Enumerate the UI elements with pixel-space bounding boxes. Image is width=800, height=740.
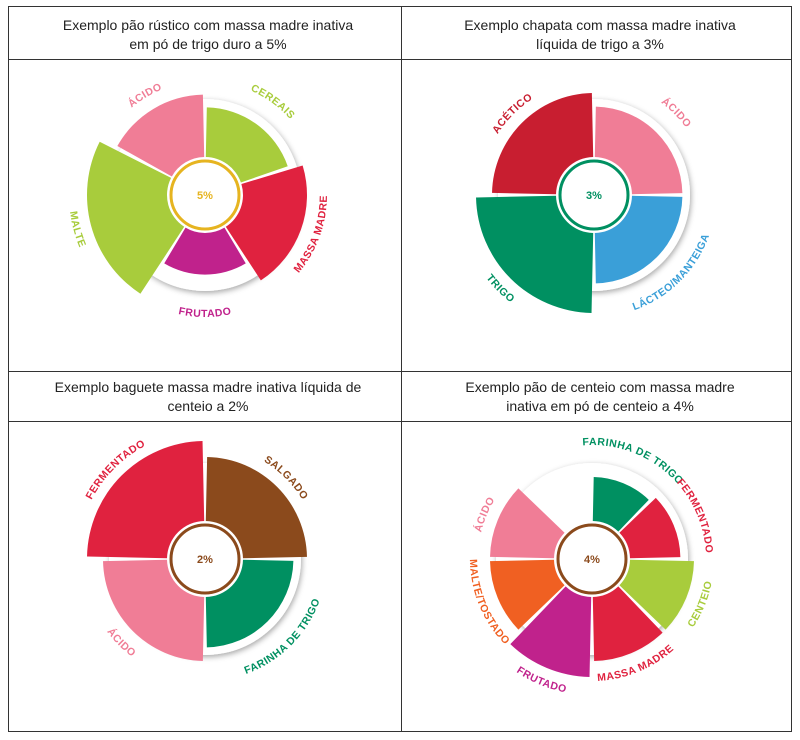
series-label: MALTE [67,210,88,249]
radial-bar--cido [490,488,565,559]
radial-bar-ac-tico [492,93,594,195]
chart-title-4: Exemplo pão de centeio com massa madre i… [465,379,735,414]
series-label: ÁCIDO [125,81,163,110]
grid-divider-middle [9,371,791,372]
radial-bar-fermentado [87,441,205,559]
radial-bar-frutado [164,227,246,275]
radial-bar-farinha-de-trigo [592,477,649,532]
radial-bar--cido [117,94,205,177]
radial-bar-massa-madre [225,165,307,281]
grid-divider-vertical [401,7,402,731]
center-label: 4% [584,554,600,566]
radial-bar-centeio [619,559,694,630]
series-label: ÁCIDO [471,495,497,534]
radial-bar--cido [103,559,205,661]
radial-bar-frutado [510,586,592,677]
center-label: 3% [586,190,602,202]
center-label: 2% [197,554,213,566]
series-label: ÁCIDO [659,95,694,130]
radial-bar-farinha-de-trigo [205,559,294,648]
radial-bar-massa-madre [592,586,663,661]
radial-bar-cereais [205,107,288,183]
radial-bar-l-cteo-manteiga [594,195,683,284]
center-label: 5% [197,190,213,202]
radial-bar-malte-tostado [490,559,565,630]
series-label: FRUTADO [178,305,233,320]
chart-title-1: Exemplo pão rústico com massa madre inat… [62,17,354,52]
chart-grid [8,6,792,732]
radial-bar-trigo [476,195,594,313]
radial-bar-malte [86,141,185,294]
grid-divider-row2-title [9,421,791,422]
center-circle [556,523,628,595]
grid-divider-row1-title [9,59,791,60]
center-circle [169,523,241,595]
radial-chart-4: 4%FARINHA DE TRIGOFERMENTADOCENTEIOMASSA… [467,436,715,695]
radial-bar--cido [594,106,683,195]
center-circle [558,159,630,231]
chart-title-2: Exemplo chapata com massa madre inativa … [464,17,736,52]
chart-title-3: Exemplo baguete massa madre inativa líqu… [54,379,362,414]
center-circle [169,159,241,231]
radial-bar-salgado [205,457,307,559]
radial-bar-fermentado [619,497,681,559]
